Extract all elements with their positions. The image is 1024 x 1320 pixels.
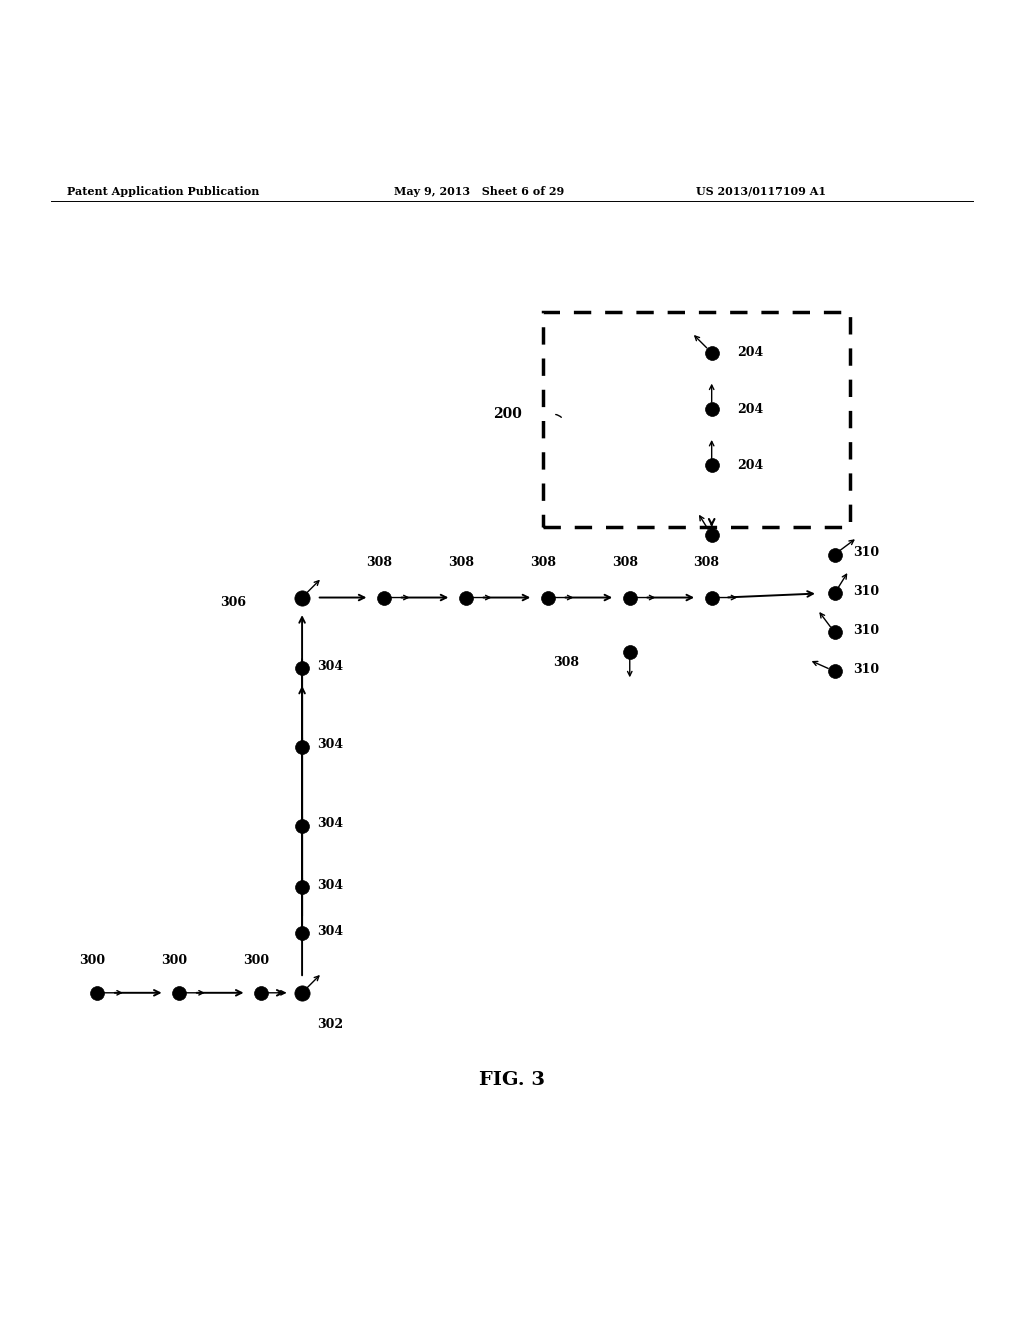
Text: 304: 304 [317,817,344,830]
Text: 310: 310 [853,585,880,598]
Text: 310: 310 [853,546,880,558]
Text: 308: 308 [366,556,392,569]
Text: US 2013/0117109 A1: US 2013/0117109 A1 [696,186,826,197]
Text: 204: 204 [737,346,764,359]
Text: 308: 308 [447,556,474,569]
Text: 304: 304 [317,738,344,751]
Text: 204: 204 [737,403,764,416]
Text: May 9, 2013   Sheet 6 of 29: May 9, 2013 Sheet 6 of 29 [394,186,564,197]
Text: 300: 300 [79,954,105,968]
Text: 304: 304 [317,925,344,937]
Text: FIG. 3: FIG. 3 [479,1071,545,1089]
Text: 308: 308 [693,556,720,569]
Text: 308: 308 [553,656,579,668]
Text: 200: 200 [494,408,522,421]
Text: 304: 304 [317,879,344,892]
Text: 300: 300 [161,954,187,968]
Text: 302: 302 [317,1019,344,1031]
Text: 308: 308 [611,556,638,569]
Text: 204: 204 [737,459,764,473]
Text: 300: 300 [243,954,269,968]
Text: 310: 310 [853,624,880,636]
Text: 304: 304 [317,660,344,673]
Text: 310: 310 [853,663,880,676]
Text: 308: 308 [529,556,556,569]
Bar [543,312,850,527]
Text: Patent Application Publication: Patent Application Publication [67,186,259,197]
Text: 306: 306 [220,597,246,609]
